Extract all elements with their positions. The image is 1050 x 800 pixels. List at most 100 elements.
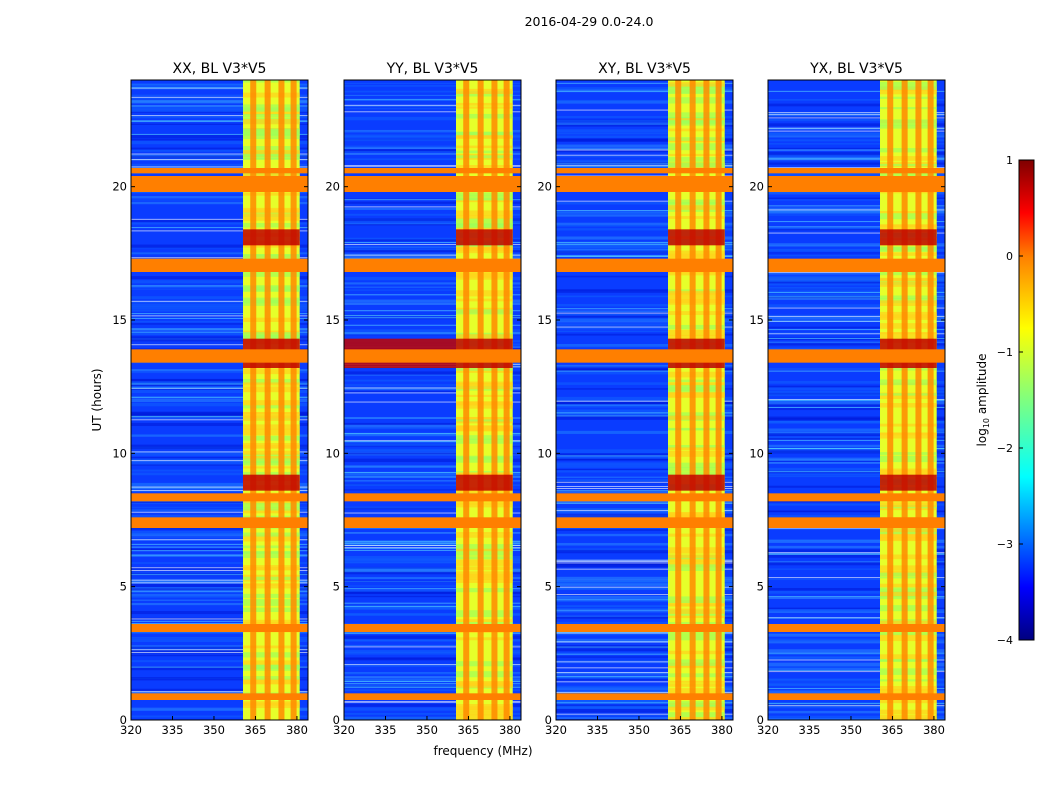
noise-stripe: [768, 715, 945, 719]
noise-stripe: [768, 437, 945, 440]
noise-stripe: [768, 649, 945, 653]
noise-stripe: [556, 404, 733, 407]
rfi-band-texture: [456, 134, 513, 139]
y-tick-label: 0: [120, 713, 127, 727]
noise-stripe: [556, 129, 733, 133]
panel-title: XY, BL V3*V5: [598, 61, 691, 77]
rfi-band-texture: [456, 588, 513, 593]
noise-stripe: [768, 162, 945, 165]
y-tick-label: 0: [333, 713, 340, 727]
rfi-band-texture: [668, 673, 725, 678]
noise-line: [131, 460, 308, 462]
noise-stripe: [556, 211, 733, 215]
rfi-band-texture: [880, 565, 937, 571]
rfi-band-texture: [243, 534, 300, 542]
noise-line: [556, 568, 733, 570]
noise-stripe: [131, 584, 308, 588]
noise-stripe: [344, 448, 521, 451]
rfi-band-texture: [668, 663, 725, 666]
noise-stripe: [556, 382, 733, 385]
x-tick-label: 380: [711, 723, 733, 737]
noise-stripe: [131, 646, 308, 649]
noise-line: [344, 332, 521, 334]
rfi-band-texture: [456, 215, 513, 220]
flagged-time-band: [768, 349, 945, 363]
rfi-band-texture: [456, 500, 513, 505]
noise-line: [556, 255, 733, 257]
rfi-band-texture: [668, 712, 725, 718]
noise-stripe: [344, 422, 521, 425]
noise-stripe: [556, 310, 733, 313]
noise-line: [768, 117, 945, 119]
noise-stripe: [768, 147, 945, 150]
x-tick-label: 350: [840, 723, 862, 737]
rfi-column: [689, 80, 696, 720]
rfi-band-texture: [668, 379, 725, 383]
noise-stripe: [344, 116, 521, 121]
strong-time-band: [243, 474, 300, 491]
noise-line: [131, 567, 308, 569]
rfi-band-texture: [243, 223, 300, 228]
noise-stripe: [556, 396, 733, 401]
rfi-band-texture: [456, 401, 513, 405]
rfi-band-texture: [456, 226, 513, 232]
rfi-column: [703, 80, 710, 720]
noise-line: [768, 553, 945, 555]
noise-stripe: [131, 567, 308, 570]
strong-time-band: [456, 474, 513, 491]
noise-stripe: [131, 611, 308, 615]
noise-stripe: [556, 459, 733, 461]
noise-line: [344, 532, 521, 534]
rfi-band-texture: [243, 428, 300, 436]
rfi-column: [477, 80, 484, 720]
noise-stripe: [131, 548, 308, 551]
rfi-band-texture: [880, 272, 937, 276]
noise-stripe: [131, 457, 308, 459]
noise-stripe: [768, 560, 945, 563]
noise-stripe: [131, 83, 308, 86]
noise-stripe: [556, 528, 733, 531]
rfi-band-texture: [456, 456, 513, 463]
noise-stripe: [556, 595, 733, 599]
noise-line: [344, 701, 521, 703]
noise-line: [131, 511, 308, 513]
noise-line: [131, 579, 308, 581]
noise-stripe: [131, 323, 308, 325]
rfi-band-texture: [456, 438, 513, 444]
noise-stripe: [768, 690, 945, 694]
noise-stripe: [131, 285, 308, 288]
noise-stripe: [131, 579, 308, 583]
noise-stripe: [131, 88, 308, 90]
noise-stripe: [344, 685, 521, 688]
noise-stripe: [768, 154, 945, 158]
flagged-time-band: [768, 624, 945, 632]
noise-line: [131, 582, 308, 584]
rfi-band-texture: [668, 216, 725, 219]
noise-stripe: [344, 712, 521, 715]
noise-line: [556, 481, 733, 483]
noise-line: [768, 320, 945, 322]
noise-stripe: [556, 248, 733, 251]
noise-stripe: [344, 129, 521, 133]
noise-stripe: [344, 201, 521, 204]
noise-line: [768, 149, 945, 151]
rfi-band-texture: [456, 578, 513, 583]
rfi-band-texture: [668, 162, 725, 168]
noise-stripe: [344, 151, 521, 153]
rfi-band-texture: [880, 148, 937, 153]
rfi-band-texture: [243, 455, 300, 461]
noise-line: [131, 691, 308, 693]
noise-line: [131, 574, 308, 576]
noise-line: [131, 570, 308, 572]
rfi-band-texture: [456, 711, 513, 716]
noise-line: [344, 199, 521, 201]
panel-frame: [555, 79, 734, 721]
rfi-band-texture: [880, 295, 937, 299]
rfi-band-texture: [243, 550, 300, 554]
noise-stripe: [768, 98, 945, 101]
flagged-time-band: [131, 693, 308, 700]
noise-line: [556, 165, 733, 167]
noise-stripe: [131, 599, 308, 601]
rfi-band-texture: [668, 112, 725, 119]
noise-stripe: [131, 252, 308, 255]
